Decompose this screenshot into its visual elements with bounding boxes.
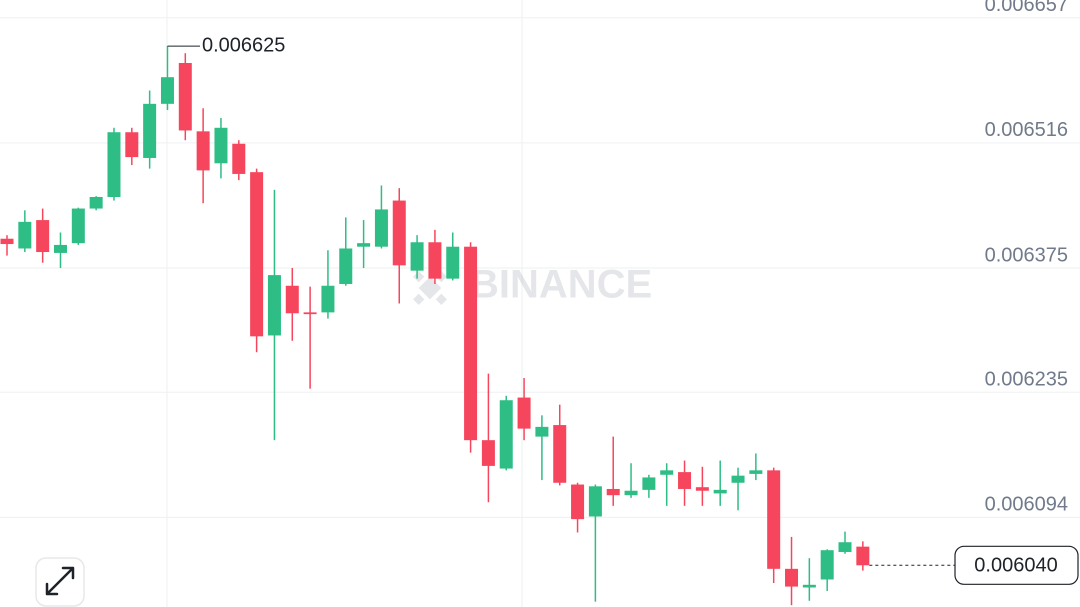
candle-body (642, 477, 656, 490)
candle-body (428, 242, 442, 279)
expand-button[interactable] (35, 557, 85, 607)
candle-body (660, 470, 674, 475)
candle-body (143, 103, 157, 158)
candle-body (481, 440, 495, 466)
candle-body (767, 470, 781, 569)
candle-body (285, 285, 299, 314)
candle-body (820, 550, 834, 580)
y-tick-label: 0.006235 (985, 369, 1068, 391)
candle-body (535, 426, 549, 437)
candle-body (588, 486, 602, 517)
last-price-box (954, 545, 1079, 585)
candle-body (606, 488, 620, 496)
candle-body (392, 200, 406, 266)
y-tick-label: 0.006094 (985, 494, 1068, 516)
high-label: 0.006625 (202, 34, 285, 56)
candle-body (267, 275, 281, 336)
candle-body (36, 220, 50, 253)
candle-body (517, 397, 531, 429)
candle-body (196, 131, 210, 171)
candle-body (107, 132, 121, 198)
candle-body (678, 472, 692, 489)
candle-body (125, 132, 139, 158)
candle-body (71, 208, 85, 244)
candle-body (838, 542, 852, 552)
candle-body (18, 221, 32, 249)
candle-body (446, 246, 460, 279)
candle-body (571, 484, 585, 520)
candle-body (802, 584, 816, 588)
candle-body (339, 248, 353, 284)
y-tick-label: 0.006375 (985, 244, 1068, 266)
candle-body (303, 312, 317, 315)
candle-body (749, 470, 763, 474)
candle-body (178, 63, 192, 131)
candle-body (374, 209, 388, 247)
candle-body (160, 77, 174, 104)
candle-body (731, 475, 745, 483)
candle-body (713, 489, 727, 494)
y-tick-label: 0.006516 (985, 119, 1068, 141)
candle-body (53, 244, 67, 253)
candle-body (785, 568, 799, 587)
candle-body (856, 546, 870, 566)
candle-body (321, 285, 335, 313)
candle-body (695, 487, 709, 491)
candle-body (624, 490, 638, 496)
candle-body (0, 238, 14, 245)
y-tick-label: 0.006657 (985, 0, 1068, 16)
watermark: BINANCE (470, 263, 652, 307)
candle-body (464, 246, 478, 441)
candle-body (232, 143, 246, 174)
candle-body (214, 127, 228, 164)
watermark-group: BINANCE (413, 263, 652, 307)
candle-body (357, 243, 371, 247)
candle-body (499, 400, 513, 469)
candle-body (89, 197, 103, 209)
last-price-label: 0.006040 (974, 555, 1057, 577)
candle-body (250, 172, 264, 337)
candle-body (553, 425, 567, 483)
expand-icon[interactable] (45, 566, 75, 596)
candle-body (410, 242, 424, 271)
